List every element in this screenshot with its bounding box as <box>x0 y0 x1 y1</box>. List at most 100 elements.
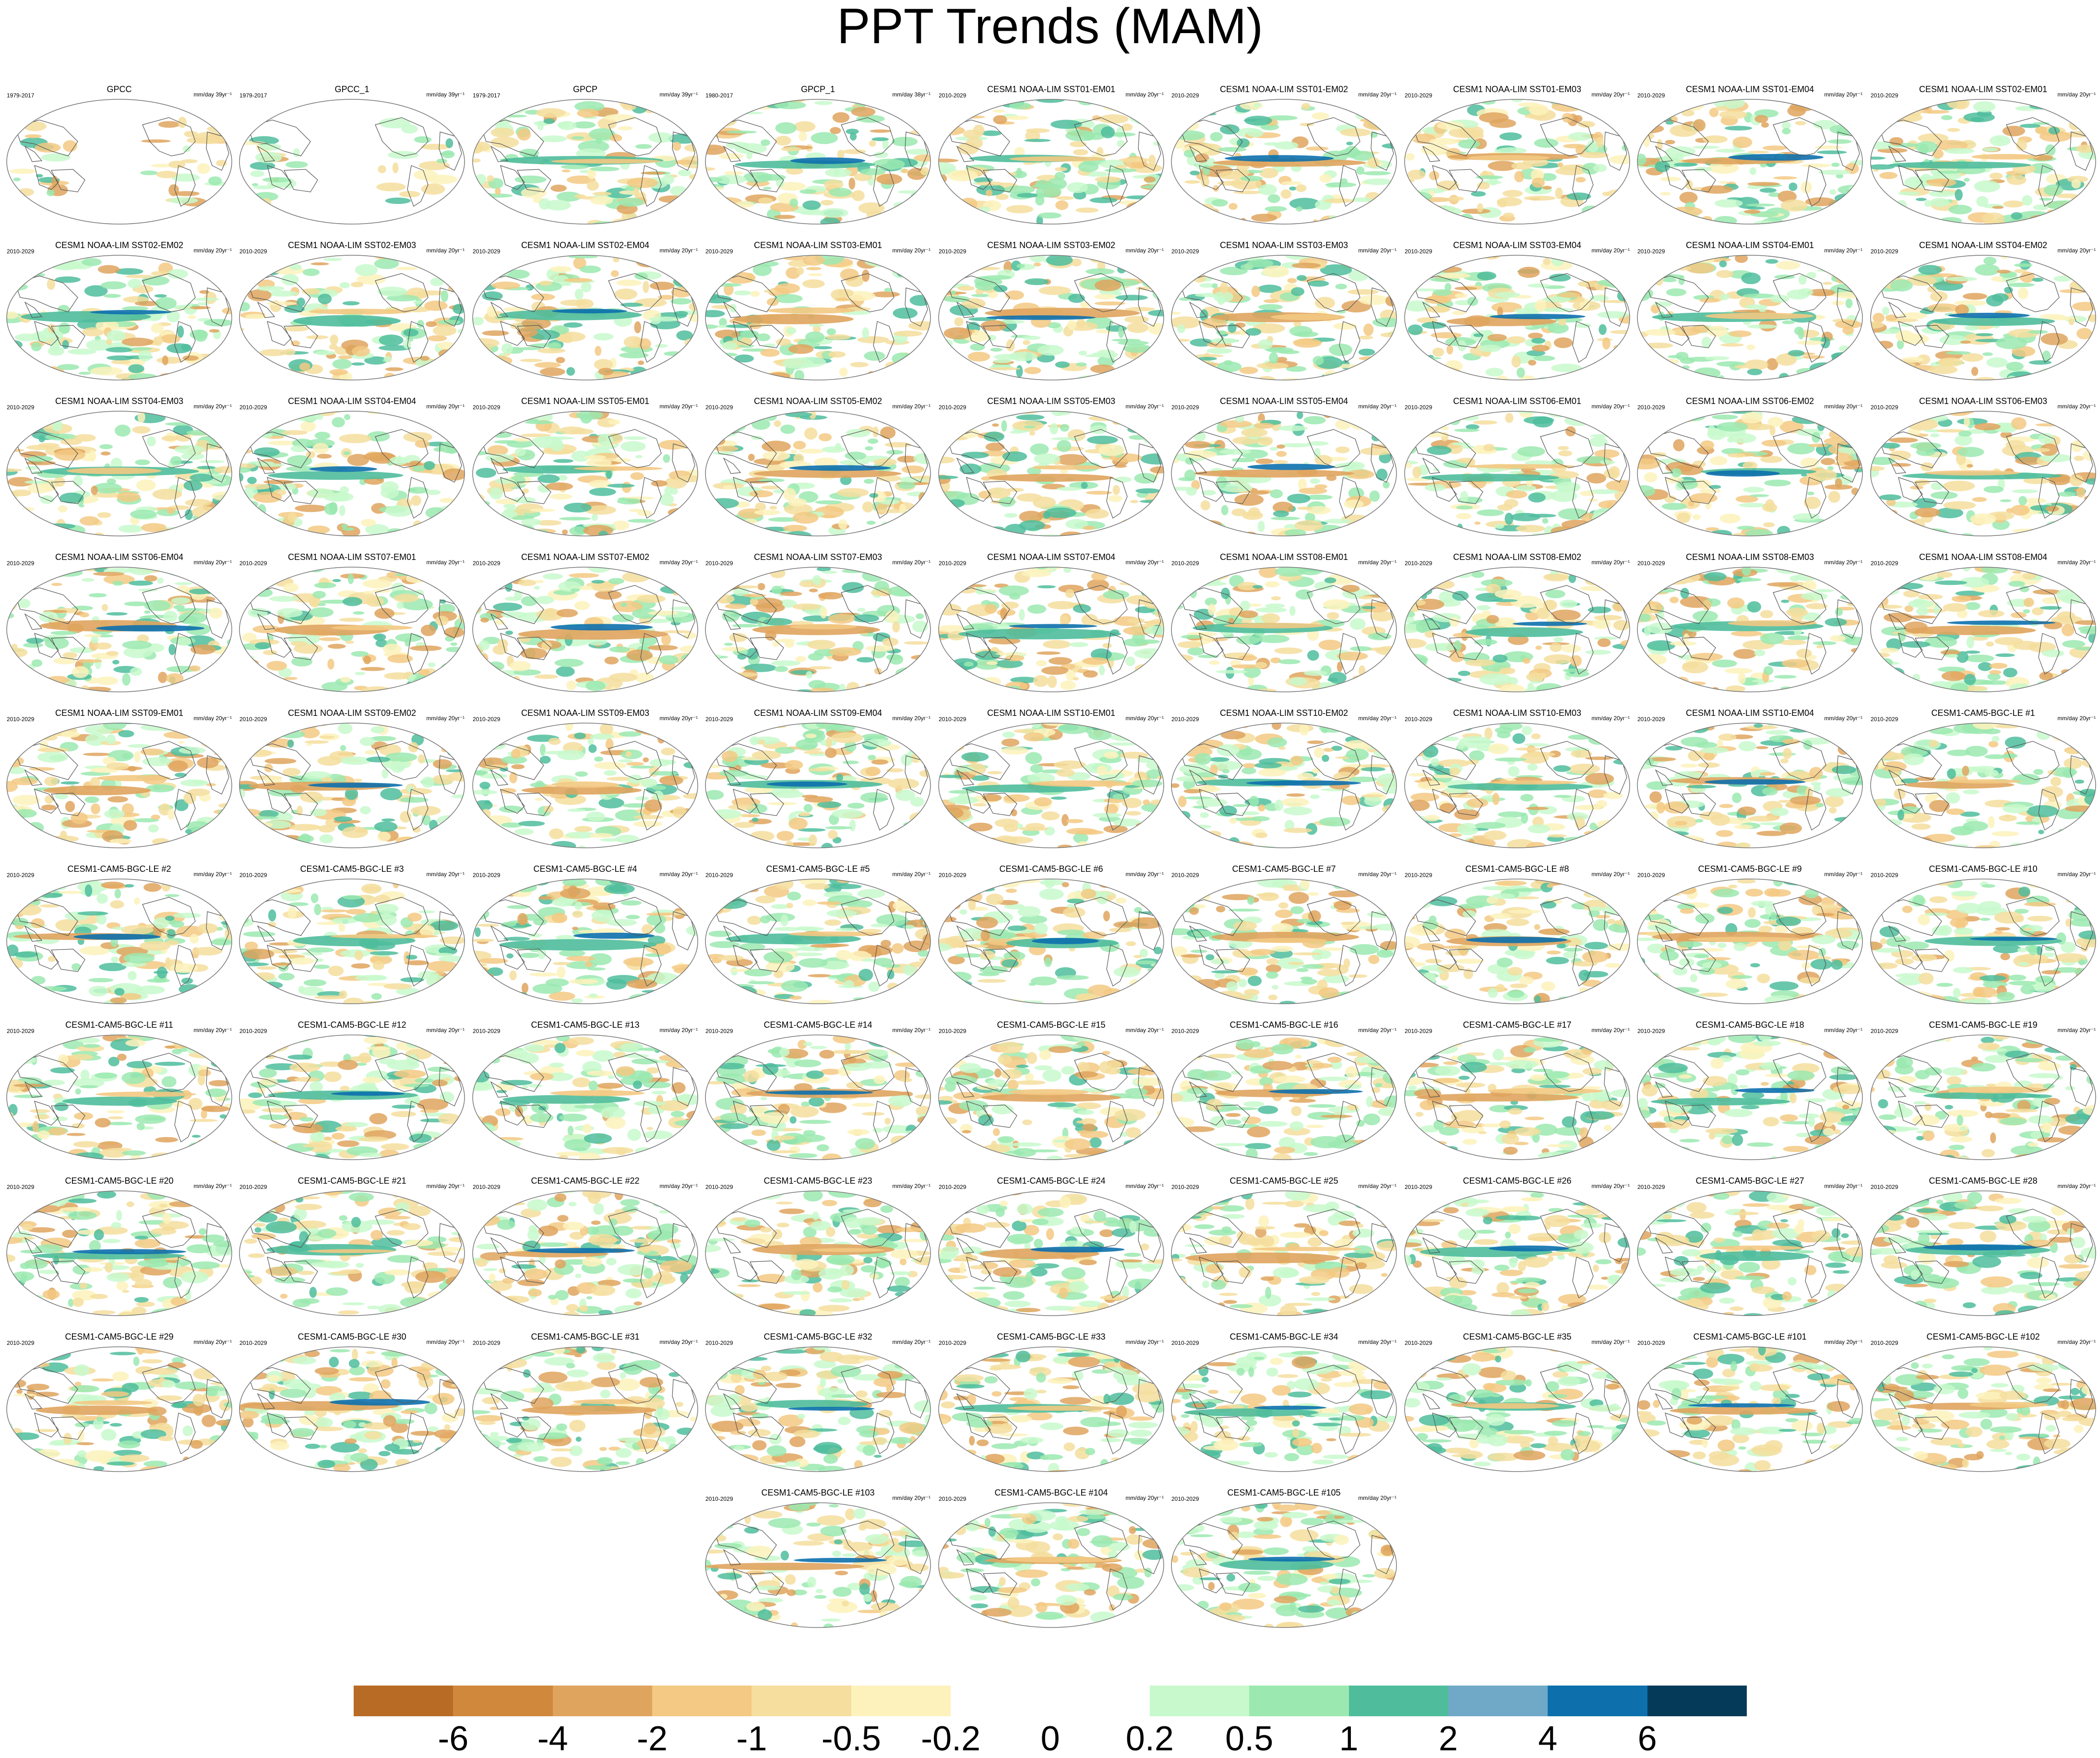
world-map <box>239 1346 465 1473</box>
panel-units: mm/day 20yr⁻¹ <box>1591 1182 1630 1190</box>
world-map <box>1170 1034 1397 1161</box>
panel-units: mm/day 20yr⁻¹ <box>1358 1182 1396 1190</box>
colorbar-tick-label: 2 <box>1439 1721 1458 1757</box>
world-map <box>472 1034 699 1161</box>
world-map <box>239 566 465 693</box>
colorbar-swatch <box>1349 1686 1449 1716</box>
colorbar-swatch <box>1448 1686 1548 1716</box>
panel-units: mm/day 20yr⁻¹ <box>892 1338 931 1346</box>
panel-units: mm/day 20yr⁻¹ <box>659 558 698 566</box>
world-map <box>938 410 1165 537</box>
panel-units: mm/day 20yr⁻¹ <box>1358 558 1396 566</box>
world-map <box>1870 722 2097 849</box>
panel-units: mm/day 20yr⁻¹ <box>426 1338 465 1346</box>
world-map <box>472 566 699 693</box>
panel-units: mm/day 20yr⁻¹ <box>426 558 465 566</box>
colorbar-swatch <box>553 1686 653 1716</box>
panel-units: mm/day 20yr⁻¹ <box>426 1182 465 1190</box>
world-map <box>1170 878 1397 1005</box>
panel-units: mm/day 20yr⁻¹ <box>1591 870 1630 878</box>
panel-units: mm/day 20yr⁻¹ <box>892 403 931 410</box>
panel-units: mm/day 20yr⁻¹ <box>1125 1026 1164 1034</box>
world-map <box>1870 566 2097 693</box>
panel-units: mm/day 20yr⁻¹ <box>659 247 698 254</box>
panel-units: mm/day 20yr⁻¹ <box>1125 558 1164 566</box>
panel-units: mm/day 20yr⁻¹ <box>1824 91 1862 98</box>
panel-units: mm/day 20yr⁻¹ <box>1125 91 1164 98</box>
panel-units: mm/day 20yr⁻¹ <box>659 403 698 410</box>
world-map <box>1404 1034 1631 1161</box>
panel-units: mm/day 20yr⁻¹ <box>892 1182 931 1190</box>
colorbar-swatch <box>752 1686 851 1716</box>
panel-units: mm/day 20yr⁻¹ <box>193 870 232 878</box>
world-map <box>1404 878 1631 1005</box>
panel-units: mm/day 20yr⁻¹ <box>1358 91 1396 98</box>
panel-units: mm/day 20yr⁻¹ <box>426 403 465 410</box>
panel-units: mm/day 20yr⁻¹ <box>426 714 465 722</box>
panel-units: mm/day 39yr⁻¹ <box>426 91 465 98</box>
panel-units: mm/day 20yr⁻¹ <box>2057 714 2096 722</box>
world-map <box>239 1190 465 1317</box>
panel-units: mm/day 20yr⁻¹ <box>1824 1182 1862 1190</box>
panel-units: mm/day 20yr⁻¹ <box>1591 403 1630 410</box>
colorbar-tick-label: -4 <box>537 1721 568 1757</box>
world-map <box>1170 1346 1397 1473</box>
panel-units: mm/day 20yr⁻¹ <box>1358 403 1396 410</box>
panel-units: mm/day 20yr⁻¹ <box>659 870 698 878</box>
colorbar-swatch <box>1647 1686 1747 1716</box>
panel-units: mm/day 20yr⁻¹ <box>193 1338 232 1346</box>
world-map <box>1636 254 1863 381</box>
world-map <box>6 1346 233 1473</box>
world-map <box>239 722 465 849</box>
world-map <box>704 566 931 693</box>
world-map <box>1870 98 2097 225</box>
world-map <box>1636 410 1863 537</box>
panel-units: mm/day 20yr⁻¹ <box>2057 247 2096 254</box>
colorbar-swatch <box>1050 1686 1150 1716</box>
world-map <box>1404 1190 1631 1317</box>
world-map <box>1170 1190 1397 1317</box>
panel-units: mm/day 20yr⁻¹ <box>193 247 232 254</box>
world-map <box>704 254 931 381</box>
panel-units: mm/day 20yr⁻¹ <box>1358 1494 1396 1502</box>
world-map <box>472 1190 699 1317</box>
world-map <box>1636 1346 1863 1473</box>
world-map <box>1404 254 1631 381</box>
world-map <box>704 722 931 849</box>
panel-units: mm/day 20yr⁻¹ <box>1358 1026 1396 1034</box>
panel-units: mm/day 20yr⁻¹ <box>1591 247 1630 254</box>
world-map <box>239 1034 465 1161</box>
panel-units: mm/day 20yr⁻¹ <box>193 403 232 410</box>
world-map <box>6 1034 233 1161</box>
world-map <box>472 98 699 225</box>
panel-units: mm/day 20yr⁻¹ <box>2057 403 2096 410</box>
world-map <box>1870 410 2097 537</box>
